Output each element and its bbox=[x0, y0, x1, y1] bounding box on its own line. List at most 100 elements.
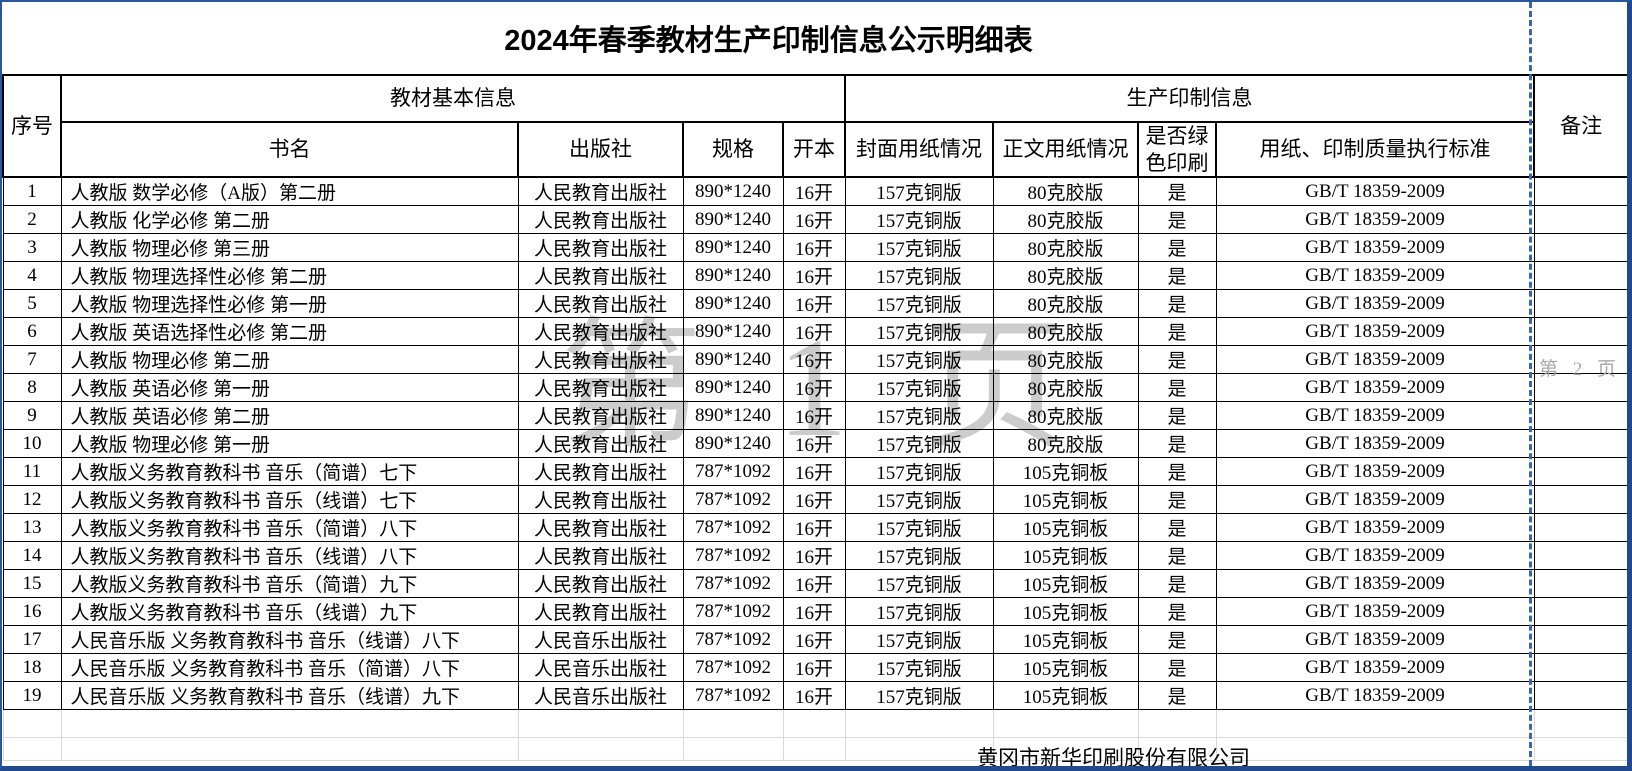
cell-body-paper[interactable]: 80克胶版 bbox=[992, 289, 1139, 318]
cell-spec[interactable]: 787*1092 bbox=[682, 653, 784, 682]
cell-spec[interactable]: 787*1092 bbox=[682, 569, 784, 598]
cell-remark[interactable] bbox=[1533, 485, 1627, 514]
cell-format[interactable]: 16开 bbox=[782, 457, 846, 486]
empty-cell[interactable] bbox=[60, 709, 519, 738]
cell-publisher[interactable]: 人民教育出版社 bbox=[517, 289, 684, 318]
cell-standard[interactable]: GB/T 18359-2009 bbox=[1215, 485, 1535, 514]
cell-format[interactable]: 16开 bbox=[782, 289, 846, 318]
cell-seq[interactable]: 1 bbox=[2, 176, 62, 206]
cell-book-name[interactable]: 人教版义务教育教科书 音乐（线谱）八下 bbox=[60, 541, 519, 570]
cell-cover-paper[interactable]: 157克铜版 bbox=[844, 429, 994, 458]
cell-spec[interactable]: 890*1240 bbox=[682, 261, 784, 290]
cell-standard[interactable]: GB/T 18359-2009 bbox=[1215, 176, 1535, 206]
cell-body-paper[interactable]: 80克胶版 bbox=[992, 261, 1139, 290]
cell-book-name[interactable]: 人教版 物理选择性必修 第二册 bbox=[60, 261, 519, 290]
empty-cell[interactable] bbox=[844, 709, 994, 738]
cell-spec[interactable]: 890*1240 bbox=[682, 401, 784, 430]
cell-green-print[interactable]: 是 bbox=[1137, 457, 1217, 486]
empty-cell[interactable] bbox=[517, 737, 684, 761]
col-header-book[interactable]: 书名 bbox=[60, 121, 519, 178]
cell-book-name[interactable]: 人教版 英语选择性必修 第二册 bbox=[60, 317, 519, 346]
cell-remark[interactable] bbox=[1533, 653, 1627, 682]
cell-spec[interactable]: 787*1092 bbox=[682, 513, 784, 542]
col-group-basic-info[interactable]: 教材基本信息 bbox=[60, 74, 846, 123]
cell-format[interactable]: 16开 bbox=[782, 345, 846, 374]
col-header-green-print[interactable]: 是否绿色印刷 bbox=[1137, 121, 1217, 178]
cell-spec[interactable]: 890*1240 bbox=[682, 233, 784, 262]
cell-standard[interactable]: GB/T 18359-2009 bbox=[1215, 429, 1535, 458]
cell-cover-paper[interactable]: 157克铜版 bbox=[844, 289, 994, 318]
cell-cover-paper[interactable]: 157克铜版 bbox=[844, 261, 994, 290]
cell-cover-paper[interactable]: 157克铜版 bbox=[844, 317, 994, 346]
empty-cell[interactable] bbox=[1533, 737, 1627, 761]
cell-cover-paper[interactable]: 157克铜版 bbox=[844, 653, 994, 682]
cell-format[interactable]: 16开 bbox=[782, 485, 846, 514]
cell-seq[interactable]: 4 bbox=[2, 261, 62, 290]
cell-seq[interactable]: 7 bbox=[2, 345, 62, 374]
cell-body-paper[interactable]: 105克铜板 bbox=[992, 457, 1139, 486]
cell-spec[interactable]: 787*1092 bbox=[682, 485, 784, 514]
cell-spec[interactable]: 890*1240 bbox=[682, 317, 784, 346]
col-header-cover-paper[interactable]: 封面用纸情况 bbox=[844, 121, 994, 178]
cell-body-paper[interactable]: 105克铜板 bbox=[992, 485, 1139, 514]
cell-seq[interactable]: 16 bbox=[2, 597, 62, 626]
cell-standard[interactable]: GB/T 18359-2009 bbox=[1215, 597, 1535, 626]
cell-green-print[interactable]: 是 bbox=[1137, 569, 1217, 598]
cell-cover-paper[interactable]: 157克铜版 bbox=[844, 373, 994, 402]
cell-book-name[interactable]: 人教版义务教育教科书 音乐（简谱）七下 bbox=[60, 457, 519, 486]
cell-remark[interactable] bbox=[1533, 176, 1627, 206]
col-header-publisher[interactable]: 出版社 bbox=[517, 121, 684, 178]
cell-standard[interactable]: GB/T 18359-2009 bbox=[1215, 345, 1535, 374]
col-header-seq[interactable]: 序号 bbox=[2, 74, 62, 178]
cell-green-print[interactable]: 是 bbox=[1137, 373, 1217, 402]
col-header-format[interactable]: 开本 bbox=[782, 121, 846, 178]
cell-standard[interactable]: GB/T 18359-2009 bbox=[1215, 513, 1535, 542]
cell-body-paper[interactable]: 105克铜板 bbox=[992, 653, 1139, 682]
cell-format[interactable]: 16开 bbox=[782, 261, 846, 290]
cell-green-print[interactable]: 是 bbox=[1137, 429, 1217, 458]
cell-seq[interactable]: 11 bbox=[2, 457, 62, 486]
cell-remark[interactable] bbox=[1533, 597, 1627, 626]
cell-cover-paper[interactable]: 157克铜版 bbox=[844, 681, 994, 710]
cell-book-name[interactable]: 人教版 英语必修 第二册 bbox=[60, 401, 519, 430]
cell-body-paper[interactable]: 105克铜板 bbox=[992, 569, 1139, 598]
empty-cell[interactable] bbox=[1215, 737, 1535, 761]
cell-seq[interactable]: 19 bbox=[2, 681, 62, 710]
cell-remark[interactable] bbox=[1533, 345, 1627, 374]
cell-publisher[interactable]: 人民教育出版社 bbox=[517, 485, 684, 514]
cell-remark[interactable] bbox=[1533, 681, 1627, 710]
cell-standard[interactable]: GB/T 18359-2009 bbox=[1215, 261, 1535, 290]
cell-body-paper[interactable]: 80克胶版 bbox=[992, 429, 1139, 458]
cell-publisher[interactable]: 人民教育出版社 bbox=[517, 513, 684, 542]
cell-green-print[interactable]: 是 bbox=[1137, 176, 1217, 206]
cell-spec[interactable]: 890*1240 bbox=[682, 176, 784, 206]
cell-publisher[interactable]: 人民教育出版社 bbox=[517, 457, 684, 486]
cell-book-name[interactable]: 人教版义务教育教科书 音乐（线谱）七下 bbox=[60, 485, 519, 514]
cell-remark[interactable] bbox=[1533, 457, 1627, 486]
cell-publisher[interactable]: 人民教育出版社 bbox=[517, 176, 684, 206]
cell-seq[interactable]: 13 bbox=[2, 513, 62, 542]
cell-green-print[interactable]: 是 bbox=[1137, 485, 1217, 514]
cell-body-paper[interactable]: 105克铜板 bbox=[992, 597, 1139, 626]
cell-publisher[interactable]: 人民教育出版社 bbox=[517, 233, 684, 262]
cell-standard[interactable]: GB/T 18359-2009 bbox=[1215, 205, 1535, 234]
cell-book-name[interactable]: 人教版 物理必修 第二册 bbox=[60, 345, 519, 374]
cell-book-name[interactable]: 人教版 物理必修 第三册 bbox=[60, 233, 519, 262]
cell-book-name[interactable]: 人民音乐版 义务教育教科书 音乐（线谱）九下 bbox=[60, 681, 519, 710]
cell-spec[interactable]: 890*1240 bbox=[682, 373, 784, 402]
cell-publisher[interactable]: 人民教育出版社 bbox=[517, 401, 684, 430]
cell-cover-paper[interactable]: 157克铜版 bbox=[844, 457, 994, 486]
cell-spec[interactable]: 787*1092 bbox=[682, 597, 784, 626]
cell-seq[interactable]: 5 bbox=[2, 289, 62, 318]
cell-body-paper[interactable]: 105克铜板 bbox=[992, 625, 1139, 654]
cell-publisher[interactable]: 人民教育出版社 bbox=[517, 569, 684, 598]
cell-book-name[interactable]: 人教版 英语必修 第一册 bbox=[60, 373, 519, 402]
empty-cell[interactable] bbox=[60, 737, 519, 761]
cell-publisher[interactable]: 人民教育出版社 bbox=[517, 261, 684, 290]
cell-format[interactable]: 16开 bbox=[782, 373, 846, 402]
cell-format[interactable]: 16开 bbox=[782, 597, 846, 626]
cell-format[interactable]: 16开 bbox=[782, 653, 846, 682]
cell-book-name[interactable]: 人民音乐版 义务教育教科书 音乐（简谱）八下 bbox=[60, 653, 519, 682]
cell-seq[interactable]: 18 bbox=[2, 653, 62, 682]
cell-green-print[interactable]: 是 bbox=[1137, 625, 1217, 654]
